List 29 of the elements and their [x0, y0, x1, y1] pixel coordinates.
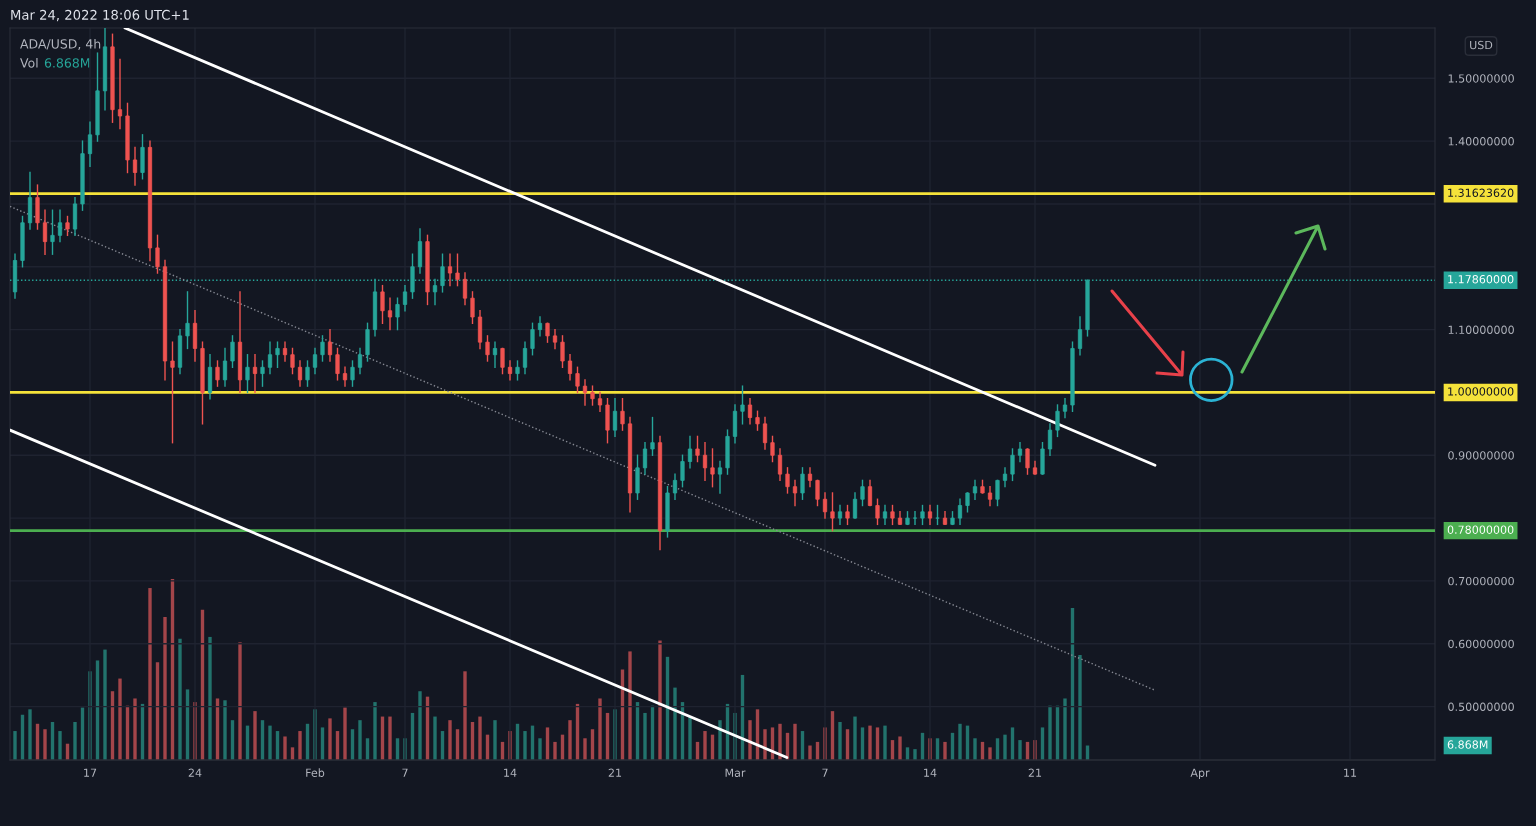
x-tick-label: Mar: [725, 768, 746, 777]
y-tick-label: 1.50000000: [1448, 74, 1514, 83]
x-tick-label: 7: [402, 768, 408, 777]
x-tick-label: 11: [1344, 768, 1357, 777]
x-tick-label: Feb: [306, 768, 325, 777]
annotation: 6.868M: [44, 58, 90, 68]
x-tick-label: 21: [1028, 768, 1042, 777]
x-tick-label: Apr: [1190, 768, 1210, 780]
chart-title: Vol: [20, 57, 38, 68]
ref-line-label: 1.31623620: [1448, 188, 1514, 197]
y-tick-label: 0.90000000: [1448, 451, 1514, 460]
x-tick-label: 14: [924, 768, 937, 777]
x-tick-label: 24: [188, 768, 202, 777]
x-tick-label: 14: [504, 768, 517, 777]
y-tick-label: 1.40000000: [1448, 137, 1514, 146]
ref-line-label: 0.78000000: [1447, 525, 1514, 534]
x-tick-label: 21: [608, 768, 622, 777]
y-tick-label: 0.70000000: [1448, 576, 1514, 586]
y-tick-label: 1.10000000: [1448, 325, 1514, 334]
x-tick-label: 7: [822, 768, 828, 777]
text: 6.868M: [1447, 740, 1488, 749]
y-axis-title: USD: [1470, 40, 1493, 50]
y-tick-label: 0.60000000: [1448, 639, 1514, 649]
x-tick-label: 17: [84, 768, 97, 777]
y-tick-label: 0.50000000: [1448, 702, 1514, 711]
ref-line-label: 1.17860000: [1448, 275, 1514, 284]
ref-line-label: 1.00000000: [1448, 387, 1514, 396]
text: ADA/USD, 4h: [20, 38, 101, 50]
text: Mar 24, 2022 18:06 UTC+1: [11, 9, 189, 22]
